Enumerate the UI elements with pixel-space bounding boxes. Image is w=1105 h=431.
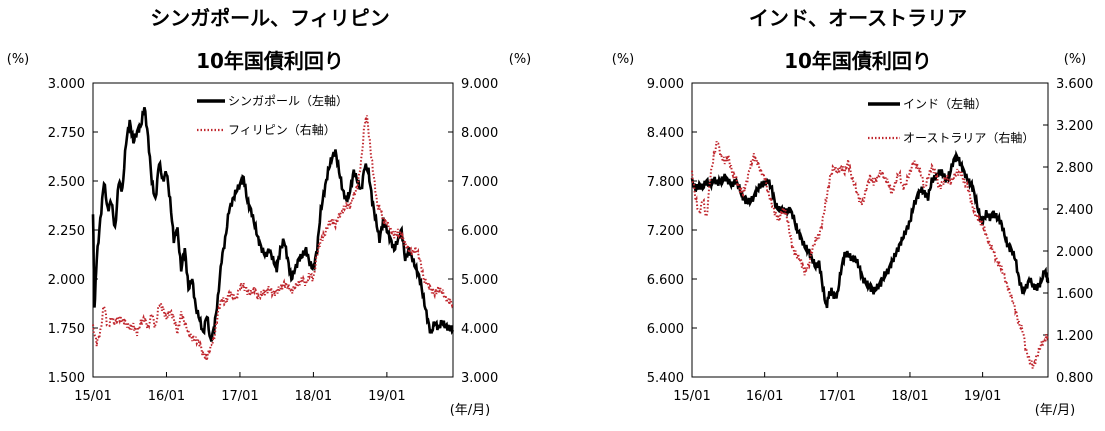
chart2-title-line-1: インド、オーストラリア <box>749 6 967 30</box>
chart1-series-2-line <box>92 115 454 361</box>
chart2-left-tick-label: 5.400 <box>647 371 684 386</box>
chart2-title-line-2: 10年国債利回り <box>784 49 932 73</box>
chart2-x-tick-label: 16/01 <box>746 389 783 404</box>
chart1-title-line-2: 10年国債利回り <box>196 49 344 73</box>
chart1-right-tick-label: 8.000 <box>461 126 498 141</box>
chart1-right-tick-label: 9.000 <box>461 77 498 92</box>
chart1-x-tick-label: 19/01 <box>368 389 405 404</box>
chart1-right-tick-label: 6.000 <box>461 224 498 239</box>
chart1-series-1-line <box>91 107 455 342</box>
chart1-left-tick-label: 2.750 <box>48 126 85 141</box>
chart2-left-tick-label: 7.800 <box>647 175 684 190</box>
chart1-x-unit: (年/月) <box>450 403 491 418</box>
chart1-right-tick-label: 5.000 <box>461 273 498 288</box>
chart1-legend-label-1: シンガポール（左軸） <box>228 93 348 108</box>
chart2-left-tick-label: 6.000 <box>647 322 684 337</box>
chart1-right-tick-label: 4.000 <box>461 322 498 337</box>
chart2-right-tick-label: 1.200 <box>1056 329 1093 344</box>
chart2-right-tick-label: 2.000 <box>1056 245 1093 260</box>
chart2-left-tick-label: 9.000 <box>647 77 684 92</box>
chart2-right-tick-label: 2.800 <box>1056 161 1093 176</box>
chart2-right-tick-label: 1.600 <box>1056 287 1093 302</box>
chart2-plot-frame <box>691 82 1049 378</box>
chart2-x-tick-label: 15/01 <box>673 389 710 404</box>
chart1-left-tick-label: 1.500 <box>48 371 85 386</box>
chart2-legend-label-1: インド（左軸） <box>903 96 987 111</box>
chart1-left-tick-label: 2.000 <box>48 273 85 288</box>
chart2-left-tick-label: 6.600 <box>647 273 684 288</box>
chart2-right-tick-label: 3.600 <box>1056 77 1093 92</box>
chart1-x-tick-label: 16/01 <box>148 389 185 404</box>
chart1-right-tick-label: 7.000 <box>461 175 498 190</box>
chart2-legend-label-2: オーストラリア（右軸） <box>903 130 1034 145</box>
chart1-right-unit: (%) <box>509 52 532 67</box>
chart1-left-tick-label: 2.250 <box>48 224 85 239</box>
chart2-left-tick-label: 8.400 <box>647 126 684 141</box>
chart2-right-unit: (%) <box>1064 52 1087 67</box>
chart1-legend-label-2: フィリピン（右軸） <box>228 122 336 137</box>
chart2-left-tick-label: 7.200 <box>647 224 684 239</box>
chart1-left-tick-label: 3.000 <box>48 77 85 92</box>
chart2-right-tick-label: 0.800 <box>1056 371 1093 386</box>
chart2-right-tick-label: 3.200 <box>1056 119 1093 134</box>
chart2-x-tick-label: 17/01 <box>819 389 856 404</box>
chart1-x-tick-label: 17/01 <box>221 389 258 404</box>
chart1-right-tick-label: 3.000 <box>461 371 498 386</box>
chart2-left-unit: (%) <box>612 52 635 67</box>
chart1-x-tick-label: 18/01 <box>295 389 332 404</box>
chart2-x-unit: (年/月) <box>1035 403 1076 418</box>
chart2-series-2-line <box>691 141 1049 369</box>
chart2-x-tick-label: 18/01 <box>891 389 928 404</box>
chart2-right-tick-label: 2.400 <box>1056 203 1093 218</box>
chart1-left-tick-label: 2.500 <box>48 175 85 190</box>
chart2-series-1-line <box>690 149 1050 309</box>
chart2-x-tick-label: 19/01 <box>964 389 1001 404</box>
chart1-left-unit: (%) <box>7 52 30 67</box>
chart1-x-tick-label: 15/01 <box>74 389 111 404</box>
chart1-title-line-1: シンガポール、フィリピン <box>150 6 390 30</box>
chart1-left-tick-label: 1.750 <box>48 322 85 337</box>
